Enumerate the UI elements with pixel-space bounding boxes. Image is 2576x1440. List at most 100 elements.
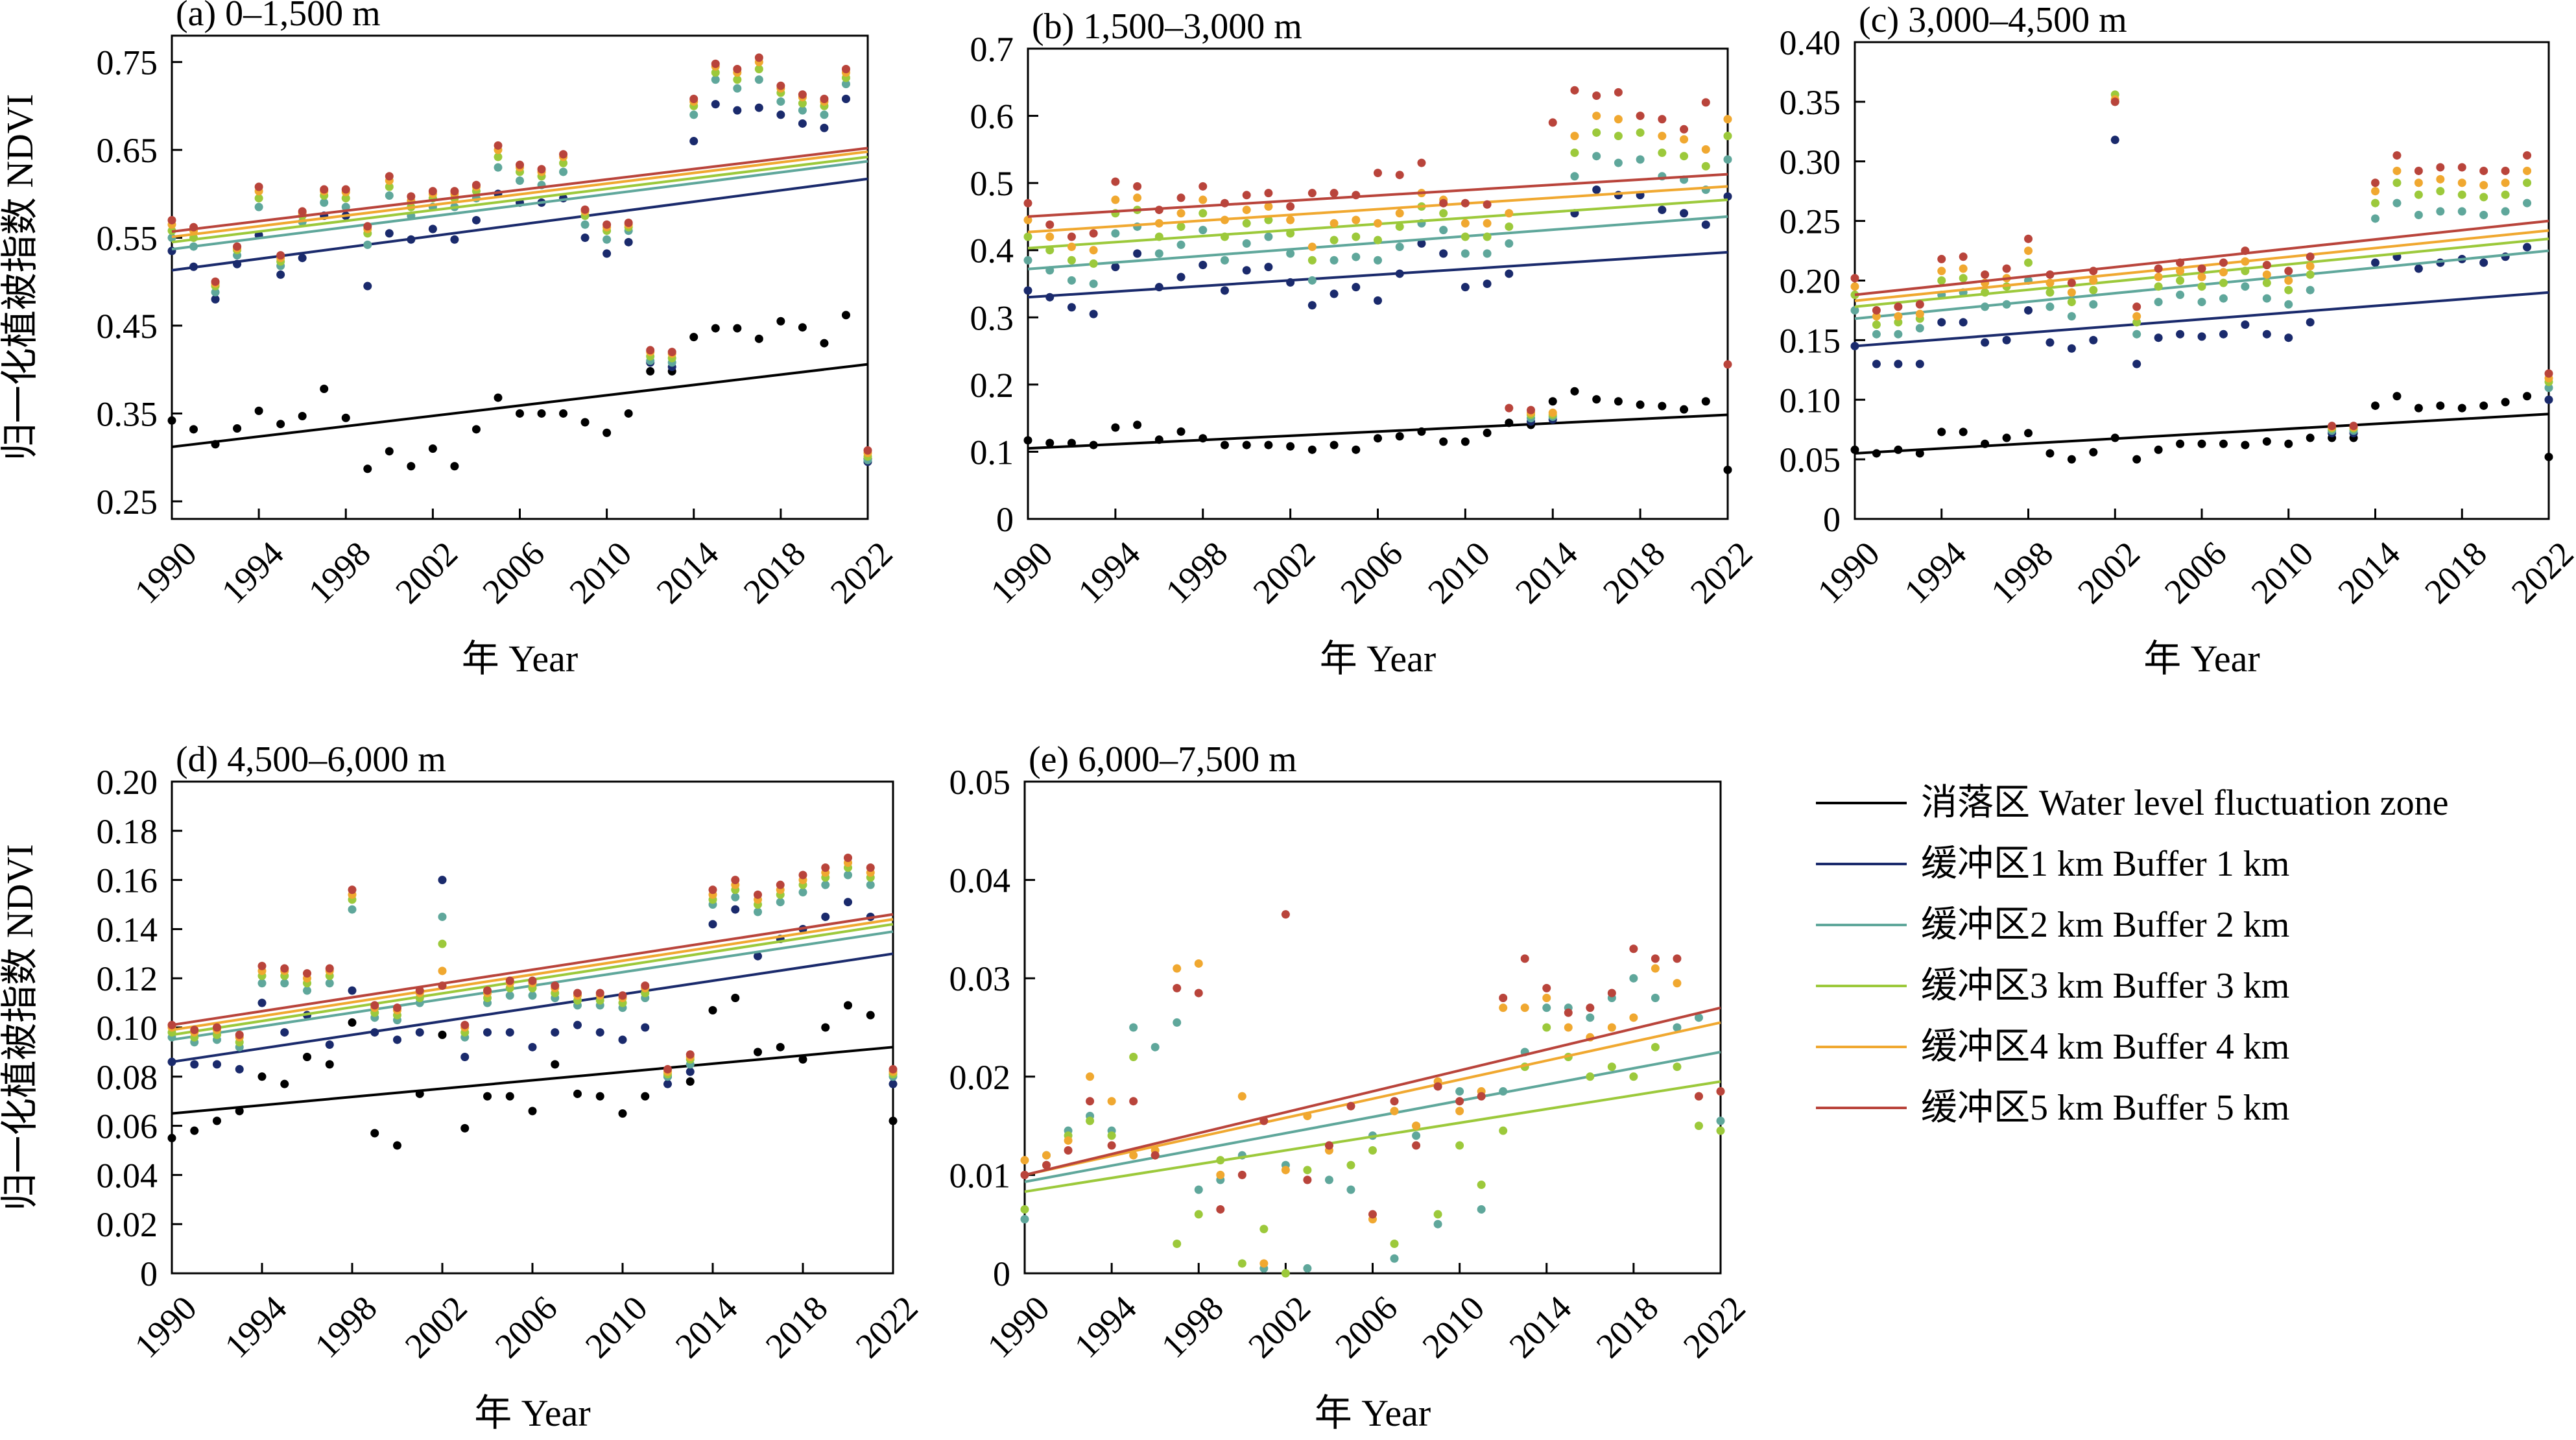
data-point xyxy=(1346,1185,1355,1194)
data-point xyxy=(1023,232,1032,241)
y-tick-label: 0.03 xyxy=(949,959,1011,998)
data-point xyxy=(1176,222,1186,231)
data-point xyxy=(1173,983,1182,992)
data-point xyxy=(1723,465,1732,474)
data-point xyxy=(618,1035,627,1044)
data-point xyxy=(1872,320,1881,329)
data-point xyxy=(1111,195,1120,204)
data-point xyxy=(1614,88,1623,97)
data-point xyxy=(1937,267,1946,276)
data-point xyxy=(798,90,807,99)
data-point xyxy=(1303,1166,1312,1175)
data-point xyxy=(1133,249,1142,258)
data-point xyxy=(1629,944,1638,954)
data-point xyxy=(1086,1072,1095,1081)
trend-line xyxy=(1024,1006,1721,1177)
trend-line xyxy=(171,147,868,234)
data-point xyxy=(1505,239,1514,248)
data-point xyxy=(754,64,763,73)
data-point xyxy=(841,95,850,104)
data-point xyxy=(211,277,220,286)
data-point xyxy=(1542,1003,1551,1013)
data-point xyxy=(303,986,311,995)
y-tick-label: 0.15 xyxy=(1780,321,1841,360)
data-point xyxy=(2501,178,2510,187)
data-point xyxy=(559,158,568,167)
data-point xyxy=(2197,298,2206,307)
x-tick-label: 1990 xyxy=(127,1288,204,1365)
data-point xyxy=(2544,383,2553,392)
data-point xyxy=(233,424,242,433)
data-point xyxy=(2523,166,2532,175)
data-point xyxy=(1548,118,1557,127)
data-point xyxy=(2371,258,2379,267)
data-point xyxy=(1412,1131,1421,1140)
data-point xyxy=(438,966,447,976)
x-tick-label: 2010 xyxy=(578,1288,655,1365)
data-point xyxy=(731,893,740,902)
data-point xyxy=(2067,344,2076,353)
legend-label: 缓冲区3 km Buffer 3 km xyxy=(1921,966,2289,1006)
data-point xyxy=(1352,215,1361,224)
x-tick-label: 2010 xyxy=(1420,534,1497,611)
data-point xyxy=(1374,434,1382,443)
data-point xyxy=(1592,91,1601,100)
data-point xyxy=(1220,440,1229,450)
data-point xyxy=(2024,429,2033,438)
data-point xyxy=(646,346,655,355)
series-group xyxy=(167,994,898,1150)
data-point xyxy=(1570,387,1579,396)
plot-frame xyxy=(171,780,894,1275)
series-group xyxy=(167,64,872,461)
data-point xyxy=(1020,1215,1029,1224)
data-point xyxy=(1307,243,1317,252)
trend-line xyxy=(171,160,868,251)
data-point xyxy=(1651,964,1660,973)
data-point xyxy=(505,1028,514,1037)
data-point xyxy=(1194,1210,1203,1219)
data-point xyxy=(2284,333,2293,342)
data-point xyxy=(573,989,582,998)
data-point xyxy=(2110,136,2119,145)
y-tick-label: 0.10 xyxy=(97,1009,158,1048)
y-tick-label: 0.5 xyxy=(970,164,1014,203)
data-point xyxy=(298,412,307,421)
data-point xyxy=(1520,954,1529,963)
data-point xyxy=(167,215,176,224)
data-point xyxy=(2154,445,2163,454)
data-point xyxy=(1477,1205,1486,1214)
data-point xyxy=(257,1072,267,1081)
data-point xyxy=(1107,1097,1116,1106)
data-point xyxy=(1020,1156,1029,1165)
chart-panel-c: (c) 3,000–4,500 m 0 0.05 0.10 0.15 0.20 0.25 0.… xyxy=(1780,0,2576,680)
data-point xyxy=(450,462,459,471)
series-group xyxy=(1850,392,2553,464)
data-point xyxy=(1368,1210,1377,1219)
data-point xyxy=(1020,1205,1029,1214)
data-point xyxy=(1651,994,1660,1003)
data-point xyxy=(370,1001,379,1010)
x-tick-label: 2006 xyxy=(1333,534,1410,611)
series-group xyxy=(167,876,898,1088)
data-point xyxy=(1673,1023,1682,1032)
data-point xyxy=(1374,169,1382,178)
data-point xyxy=(863,446,872,455)
x-axis-label: 年 Year xyxy=(462,638,578,680)
data-point xyxy=(1237,1170,1246,1179)
y-tick-label: 0 xyxy=(993,1254,1010,1293)
data-point xyxy=(1461,249,1470,258)
trend-line xyxy=(1024,1080,1721,1194)
data-point xyxy=(2089,335,2098,344)
y-tick-label: 0.6 xyxy=(970,97,1014,136)
data-point xyxy=(2523,178,2532,187)
data-point xyxy=(1412,1122,1421,1131)
x-tick-label: 2018 xyxy=(736,534,813,611)
data-point xyxy=(711,100,720,109)
x-tick-label: 1998 xyxy=(1983,534,2060,611)
data-point xyxy=(2241,440,2250,450)
data-point xyxy=(1199,226,1208,235)
x-tick-label: 2018 xyxy=(758,1288,835,1365)
data-point xyxy=(844,1001,852,1010)
data-point xyxy=(2154,264,2163,273)
data-point xyxy=(689,110,698,119)
